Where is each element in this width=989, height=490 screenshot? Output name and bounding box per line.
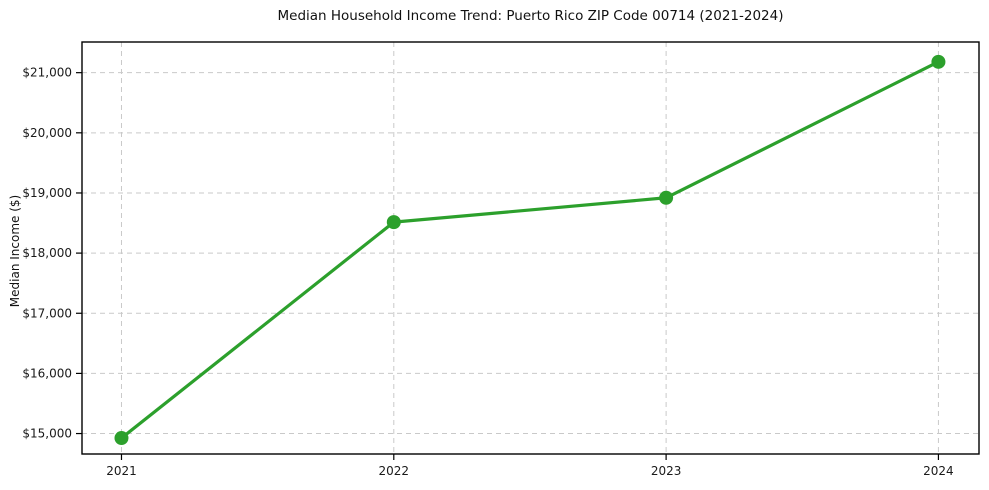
- data-point: [386, 215, 401, 230]
- plot-border: [81, 41, 980, 455]
- chart-title: Median Household Income Trend: Puerto Ri…: [277, 8, 784, 24]
- data-point: [114, 431, 129, 446]
- y-axis-label: Median Income ($): [8, 194, 22, 308]
- x-tick-label: 2024: [923, 464, 954, 478]
- data-point: [659, 190, 674, 205]
- y-tick-label: $17,000: [22, 306, 72, 320]
- y-tick-label: $19,000: [22, 186, 72, 200]
- trend-line: [119, 60, 941, 440]
- y-tick-label: $16,000: [22, 366, 72, 380]
- y-tick-label: $21,000: [22, 66, 72, 80]
- x-tick-label: 2023: [651, 464, 682, 478]
- x-tick-label: 2022: [379, 464, 410, 478]
- y-tick-label: $15,000: [22, 427, 72, 441]
- y-tick-label: $18,000: [22, 246, 72, 260]
- y-tick-label: $20,000: [22, 126, 72, 140]
- data-point: [931, 54, 946, 69]
- x-tick-label: 2021: [106, 464, 137, 478]
